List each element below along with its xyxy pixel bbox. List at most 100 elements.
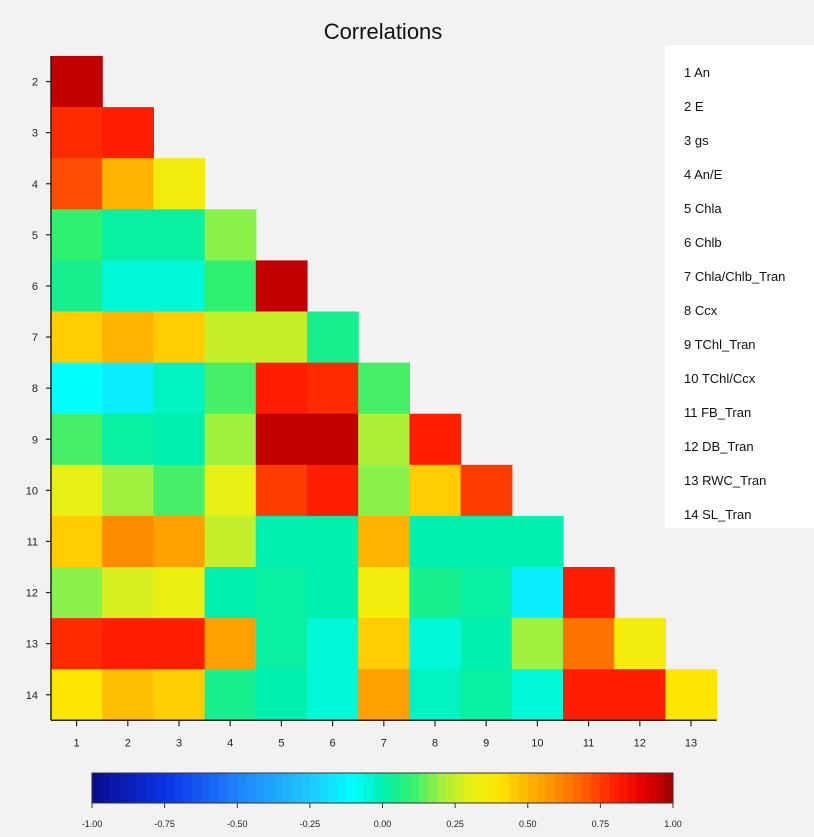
heatmap-cell-r12-c8 bbox=[409, 567, 462, 619]
heatmap-cell-r11-c7 bbox=[358, 515, 410, 568]
legend-item: 12 DB_Tran bbox=[684, 439, 754, 454]
variable-legend: 1 An 2 E 3 gs 4 An/E 5 Chla 6 Chlb 7 Chla/Chlb… bbox=[665, 45, 814, 528]
y-tick-label: 14 bbox=[26, 690, 38, 702]
heatmap-cell-r6-c1 bbox=[51, 260, 103, 313]
y-tick-label: 12 bbox=[26, 588, 38, 600]
legend-panel bbox=[665, 45, 814, 528]
heatmap-cell-r13-c4 bbox=[204, 618, 257, 670]
colorbar-swatch bbox=[409, 773, 420, 803]
colorbar-swatch bbox=[554, 773, 565, 803]
heatmap-cell-r14-c7 bbox=[358, 669, 410, 721]
colorbar-swatch bbox=[491, 773, 501, 803]
colorbar-swatch bbox=[364, 773, 374, 803]
colorbar-swatch bbox=[255, 773, 265, 803]
legend-item: 3 gs bbox=[684, 133, 709, 148]
heatmap-cell-r14-c1 bbox=[51, 669, 103, 721]
colorbar-swatch bbox=[446, 773, 456, 803]
colorbar-tick-label: -1.00 bbox=[82, 819, 103, 829]
colorbar-swatch bbox=[146, 773, 156, 803]
colorbar-tick-label: 0.00 bbox=[374, 819, 392, 829]
legend-item: 9 TChl_Tran bbox=[684, 337, 756, 352]
y-tick-label: 6 bbox=[32, 281, 38, 293]
x-tick-label: 1 bbox=[74, 737, 80, 749]
heatmap-cell-r10-c4 bbox=[204, 464, 257, 517]
heatmap-cell-r12-c2 bbox=[102, 567, 154, 619]
heatmap-cell-r10-c6 bbox=[307, 464, 359, 517]
heatmap-cell-r11-c8 bbox=[409, 515, 462, 568]
x-tick-label: 5 bbox=[278, 737, 284, 749]
heatmap-cell-r6-c2 bbox=[102, 260, 154, 313]
colorbar-swatch bbox=[527, 773, 538, 803]
heatmap-cell-r12-c10 bbox=[511, 567, 564, 619]
colorbar-swatch bbox=[373, 773, 383, 803]
y-tick-label: 10 bbox=[26, 485, 38, 497]
heatmap-cell-r14-c4 bbox=[204, 669, 257, 721]
colorbar-swatch bbox=[173, 773, 184, 803]
heatmap-cell-r13-c10 bbox=[511, 618, 564, 670]
heatmap-cell-r9-c3 bbox=[153, 413, 206, 466]
heatmap-cell-r11-c10 bbox=[511, 515, 564, 568]
heatmap-cell-r10-c3 bbox=[153, 464, 206, 517]
colorbar-swatch bbox=[300, 773, 311, 803]
colorbar-swatch bbox=[155, 773, 166, 803]
colorbar-tick-label: -0.50 bbox=[227, 819, 248, 829]
colorbar-swatch bbox=[536, 773, 547, 803]
heatmap-cell-r13-c12 bbox=[614, 618, 666, 670]
heatmap-cell-r9-c7 bbox=[358, 413, 410, 466]
x-tick-label: 8 bbox=[432, 737, 438, 749]
heatmap-cell-r14-c13 bbox=[665, 669, 718, 721]
heatmap-cell-r11-c1 bbox=[51, 515, 103, 568]
colorbar-swatch bbox=[355, 773, 365, 803]
legend-item: 4 An/E bbox=[684, 167, 723, 182]
heatmap-cell-r12-c7 bbox=[358, 567, 410, 619]
heatmap-cell-r10-c8 bbox=[409, 464, 462, 517]
heatmap-cell-r12-c11 bbox=[563, 567, 615, 619]
heatmap-cell-r6-c5 bbox=[255, 260, 308, 313]
heatmap-cell-r13-c11 bbox=[563, 618, 615, 670]
colorbar-tick-label: 0.75 bbox=[592, 819, 610, 829]
heatmap-cell-r11-c9 bbox=[460, 515, 513, 568]
heatmap-cell-r7-c4 bbox=[204, 311, 257, 364]
colorbar-swatch bbox=[101, 773, 111, 803]
colorbar-swatch bbox=[219, 773, 229, 803]
colorbar-tick-label: 0.25 bbox=[446, 819, 464, 829]
heatmap-cell-r8-c6 bbox=[307, 362, 359, 415]
heatmap-cell-r11-c6 bbox=[307, 515, 359, 568]
heatmap-cell-r12-c3 bbox=[153, 567, 206, 619]
heatmap-cell-r7-c3 bbox=[153, 311, 206, 364]
heatmap-cell-r14-c12 bbox=[614, 669, 666, 721]
heatmap-cell-r14-c6 bbox=[307, 669, 359, 721]
heatmap-cell-r13-c2 bbox=[102, 618, 154, 670]
colorbar: -1.00 -0.75 -0.50 -0.25 0.00 0.25 0.50 0.75 1.00 bbox=[82, 772, 682, 829]
colorbar-swatch bbox=[237, 773, 247, 803]
colorbar-swatch bbox=[582, 773, 592, 803]
colorbar-swatch bbox=[309, 773, 320, 803]
heatmap-cell-r14-c5 bbox=[255, 669, 308, 721]
legend-item: 11 FB_Tran bbox=[684, 405, 751, 420]
colorbar-swatch bbox=[110, 773, 120, 803]
colorbar-swatch bbox=[400, 773, 411, 803]
heatmap-cell-r9-c8 bbox=[409, 413, 462, 466]
heatmap-cell-r11-c3 bbox=[153, 515, 206, 568]
colorbar-swatch bbox=[346, 773, 356, 803]
heatmap-cells bbox=[51, 56, 718, 721]
y-tick-label: 5 bbox=[32, 230, 38, 242]
heatmap-cell-r6-c4 bbox=[204, 260, 257, 313]
y-tick-label: 13 bbox=[26, 639, 38, 651]
legend-item: 14 SL_Tran bbox=[684, 507, 751, 522]
heatmap-cell-r11-c5 bbox=[255, 515, 308, 568]
colorbar-swatch bbox=[627, 773, 638, 803]
heatmap-cell-r12-c9 bbox=[460, 567, 513, 619]
heatmap-cell-r4-c3 bbox=[153, 158, 206, 210]
heatmap-cell-r8-c4 bbox=[204, 362, 257, 415]
heatmap-cell-r5-c2 bbox=[102, 209, 154, 261]
heatmap-cell-r13-c3 bbox=[153, 618, 206, 670]
colorbar-swatch bbox=[119, 773, 129, 803]
colorbar-swatch bbox=[264, 773, 274, 803]
colorbar-swatch bbox=[573, 773, 583, 803]
x-tick-label: 3 bbox=[176, 737, 182, 749]
x-tick-label: 11 bbox=[583, 737, 594, 749]
colorbar-swatch bbox=[92, 773, 102, 803]
x-tick-label: 4 bbox=[227, 737, 233, 749]
